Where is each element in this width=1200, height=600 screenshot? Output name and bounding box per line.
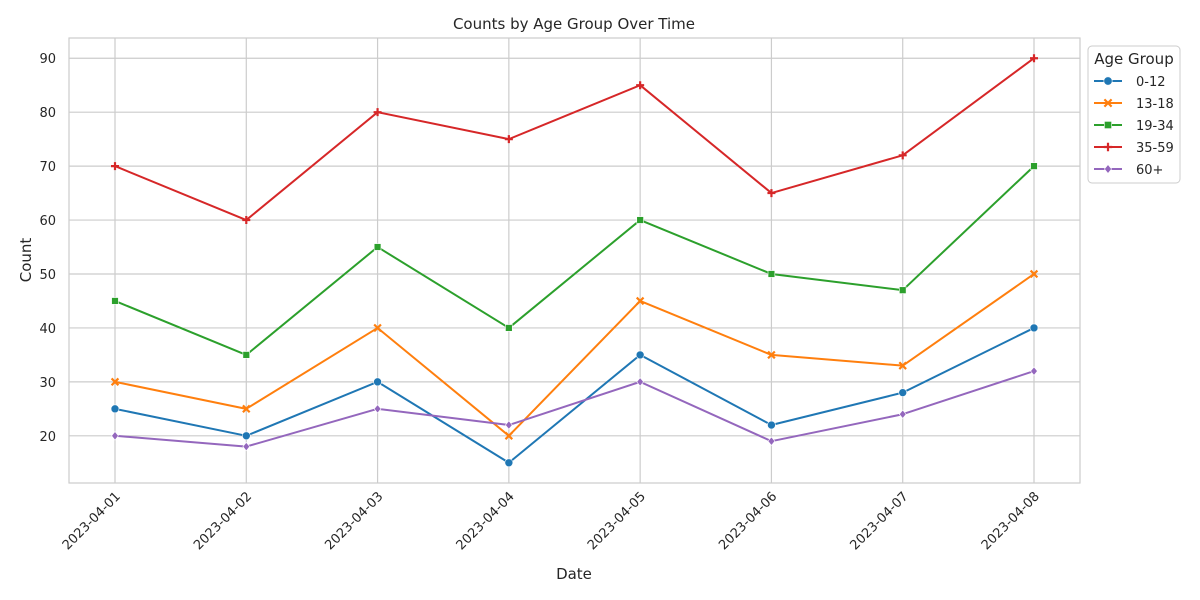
data-point xyxy=(898,409,907,419)
legend-item: 13-18 xyxy=(1094,97,1174,112)
data-point xyxy=(1029,323,1039,333)
series-0-12 xyxy=(110,323,1039,468)
legend-title: Age Group xyxy=(1094,50,1173,68)
data-point xyxy=(898,151,907,160)
data-point xyxy=(242,216,251,225)
legend-marker xyxy=(1103,98,1113,108)
data-point xyxy=(899,286,907,294)
legend-label: 60+ xyxy=(1136,163,1163,178)
data-point xyxy=(373,404,382,414)
data-point xyxy=(373,323,382,333)
legend-label: 19-34 xyxy=(1136,119,1174,134)
y-tick-label: 20 xyxy=(39,430,56,445)
legend-label: 0-12 xyxy=(1136,75,1166,90)
y-tick-label: 60 xyxy=(39,214,56,229)
legend-item: 60+ xyxy=(1094,163,1163,178)
x-tick-label: 2023-04-05 xyxy=(585,489,649,553)
data-point xyxy=(767,189,776,198)
data-point xyxy=(767,420,776,430)
data-point xyxy=(898,388,908,397)
series-line xyxy=(114,165,1035,356)
series-35-59 xyxy=(111,54,1038,225)
data-point xyxy=(505,420,513,430)
y-tick-label: 80 xyxy=(39,106,56,121)
legend: Age Group 0-12 13-18 19-34 35-59 60+ xyxy=(1087,45,1181,184)
data-point xyxy=(373,108,382,117)
data-point xyxy=(241,431,251,441)
legend-marker xyxy=(1104,164,1112,174)
data-point xyxy=(111,431,119,441)
legend-marker xyxy=(1103,76,1113,86)
y-axis-ticks: 20 30 40 50 60 70 80 90 xyxy=(39,52,56,445)
data-point xyxy=(636,216,644,224)
chart-title: Counts by Age Group Over Time xyxy=(453,15,695,33)
grid-lines xyxy=(69,38,1080,483)
legend-item: 19-34 xyxy=(1094,119,1174,134)
data-point xyxy=(505,324,513,332)
data-point xyxy=(1030,162,1038,170)
data-point xyxy=(504,135,513,144)
x-axis-label: Date xyxy=(556,565,592,583)
x-tick-label: 2023-04-01 xyxy=(60,489,124,553)
legend-marker xyxy=(1104,121,1112,129)
data-point xyxy=(111,162,119,171)
data-point xyxy=(110,404,120,414)
legend-marker xyxy=(1103,142,1113,152)
data-point xyxy=(635,350,645,360)
y-tick-label: 90 xyxy=(39,52,56,67)
series-line xyxy=(114,327,1035,464)
data-point xyxy=(111,297,119,305)
x-tick-label: 2023-04-03 xyxy=(322,489,386,553)
data-point xyxy=(373,243,382,251)
data-point xyxy=(1029,269,1039,279)
x-tick-label: 2023-04-06 xyxy=(716,489,780,553)
data-point xyxy=(767,270,776,278)
plot-frame xyxy=(68,37,1081,484)
data-point xyxy=(636,377,644,387)
series-19-34 xyxy=(111,162,1038,359)
y-axis-label: Count xyxy=(17,238,35,283)
legend-item: 0-12 xyxy=(1094,75,1166,90)
series-line xyxy=(114,273,1035,437)
x-tick-label: 2023-04-07 xyxy=(848,489,912,553)
data-point xyxy=(767,436,776,446)
x-tick-label: 2023-04-02 xyxy=(191,489,255,553)
series-60+ xyxy=(111,366,1038,452)
data-point xyxy=(373,377,382,387)
data-point xyxy=(898,361,907,370)
data-point xyxy=(636,81,645,90)
x-tick-label: 2023-04-08 xyxy=(979,489,1043,553)
x-tick-label: 2023-04-04 xyxy=(454,489,518,553)
series-line xyxy=(114,57,1035,222)
y-tick-label: 30 xyxy=(39,376,56,391)
y-tick-label: 50 xyxy=(39,268,56,283)
data-point xyxy=(504,458,514,468)
data-point xyxy=(242,404,251,414)
y-tick-label: 70 xyxy=(39,160,56,175)
data-point xyxy=(242,441,251,452)
series-line xyxy=(114,370,1035,448)
data-point xyxy=(504,431,514,440)
legend-label: 13-18 xyxy=(1136,97,1174,112)
legend-label: 35-59 xyxy=(1136,141,1174,156)
data-point xyxy=(110,377,120,387)
data-point xyxy=(242,351,250,359)
data-point xyxy=(1030,54,1038,63)
y-tick-label: 40 xyxy=(39,322,56,337)
x-axis-ticks: 2023-04-01 2023-04-02 2023-04-03 2023-04-04… xyxy=(60,489,1043,553)
data-point xyxy=(635,296,645,306)
series-13-18 xyxy=(110,269,1039,440)
legend-item: 35-59 xyxy=(1094,141,1174,156)
series-layer xyxy=(110,54,1039,468)
data-point xyxy=(767,350,776,360)
data-point xyxy=(1030,366,1038,376)
